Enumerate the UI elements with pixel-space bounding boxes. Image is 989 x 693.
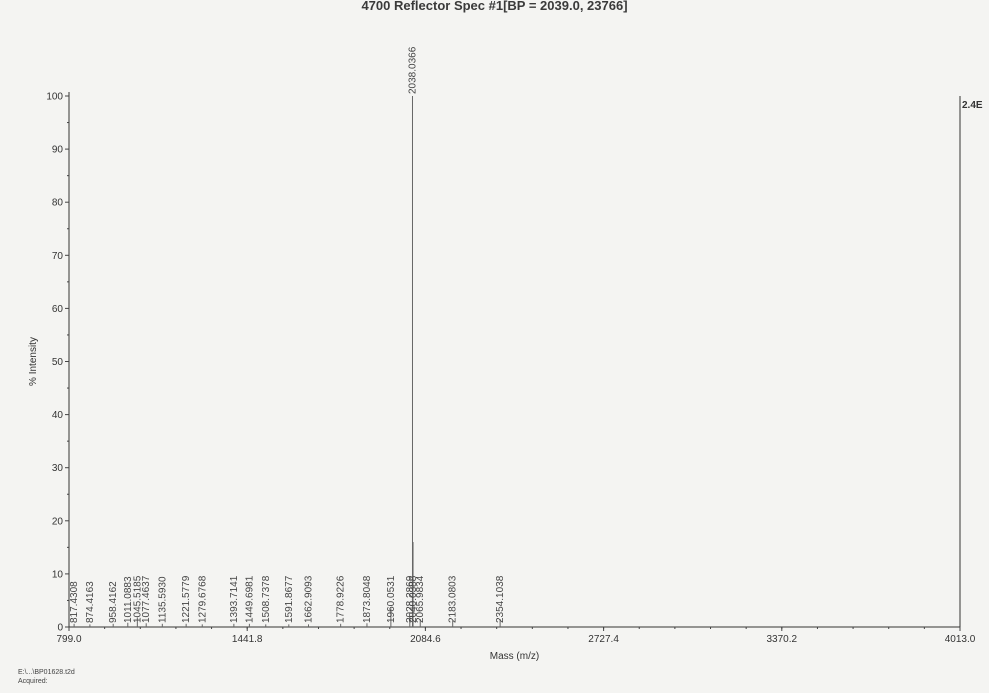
peak-label: 1508.7378 — [261, 575, 272, 623]
peak-label: 1449.6981 — [244, 575, 255, 623]
peak-label: 2354.1038 — [495, 575, 506, 623]
y-tick-label: 40 — [52, 410, 64, 421]
y-tick-label: 90 — [52, 145, 64, 156]
x-axis-label: Mass (m/z) — [490, 651, 539, 662]
peak-label: 2065.9834 — [415, 575, 426, 623]
y-tick-label: 80 — [52, 198, 64, 209]
x-tick-label: 4013.0 — [945, 634, 976, 645]
y-tick-label: 10 — [52, 569, 64, 580]
peak-label: 1662.9093 — [303, 575, 314, 623]
peak-label: 2028.2869 — [405, 575, 416, 623]
peak-label: 874.4163 — [85, 581, 96, 623]
peak-label: 958.4162 — [108, 581, 119, 623]
peak-label: 1279.6768 — [197, 575, 208, 623]
peak-label: 1960.0531 — [386, 575, 397, 623]
footer-file-path: E:\...\BP01628.t2d — [18, 669, 75, 676]
x-tick-label: 799.0 — [56, 634, 81, 645]
peak-label: 817.4308 — [69, 581, 80, 623]
peak-label: 2040.0388 — [408, 575, 419, 623]
x-tick-label: 2727.4 — [588, 634, 619, 645]
y-axis-label: % Intensity — [28, 337, 39, 386]
x-tick-label: 3370.2 — [767, 634, 798, 645]
y-tick-label: 70 — [52, 251, 64, 262]
footer-acquired: Acquired: — [18, 678, 48, 685]
peak-label: 1591.8677 — [284, 575, 295, 623]
y-tick-label: 60 — [52, 304, 64, 315]
peak-label: 1045.5185 — [132, 575, 143, 623]
y-tick-label: 0 — [57, 623, 63, 634]
peak-label: 1135.5930 — [157, 576, 168, 623]
x-tick-label: 1441.8 — [232, 634, 263, 645]
peak-label: 1873.8048 — [362, 575, 373, 623]
peak-label: 1778.9226 — [336, 575, 347, 623]
peak-label: 1077.4637 — [141, 575, 152, 623]
chart-title: 4700 Reflector Spec #1[BP = 2039.0, 2376… — [361, 0, 628, 13]
y-tick-label: 20 — [52, 516, 64, 527]
peak-label: 1011.0883 — [123, 576, 134, 623]
y-tick-label: 50 — [52, 357, 64, 368]
peak-label: 1221.5779 — [181, 575, 192, 623]
y-tick-label: 100 — [46, 92, 63, 103]
intensity-scale-label: 2.4E — [962, 100, 983, 111]
peak-label: 2183.0803 — [448, 575, 459, 623]
x-tick-label: 2084.6 — [410, 634, 441, 645]
peak-label: 2038.0366 — [407, 46, 418, 94]
y-tick-label: 30 — [52, 463, 64, 474]
peak-label: 1393.7141 — [229, 575, 240, 623]
